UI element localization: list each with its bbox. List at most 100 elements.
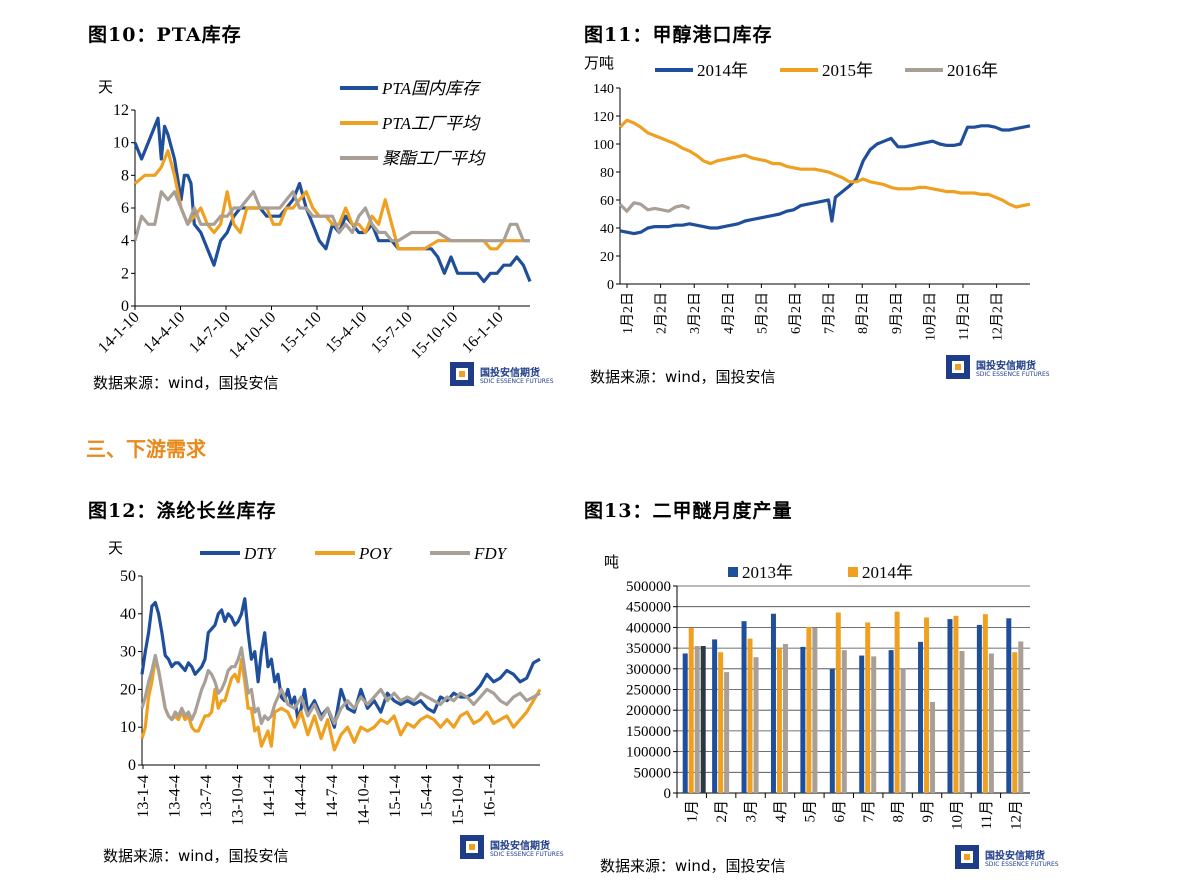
filament-x-tick-label: 13-7-4 xyxy=(198,775,215,818)
dme-bar xyxy=(959,650,965,793)
filament-series-line xyxy=(140,657,542,752)
pta-y-tick-label: 8 xyxy=(121,167,129,184)
dme-y-tick-label: 350000 xyxy=(626,641,671,657)
filament-x-tick-label: 16-1-4 xyxy=(482,775,499,818)
dme-bar xyxy=(700,646,706,793)
fig10-title: 图10：PTA库存 xyxy=(88,24,242,46)
methanol-legend-label: 2016年 xyxy=(947,61,998,80)
sdic-logo: 国投安信期货 SDIC ESSENCE FUTURES xyxy=(946,355,1066,383)
methanol-series-line xyxy=(619,124,1031,236)
dme-y-tick-label: 300000 xyxy=(626,662,671,678)
dme-y-tick-label: 0 xyxy=(664,786,672,802)
dme-bar xyxy=(1006,618,1012,793)
dme-x-tick-label: 10月 xyxy=(949,800,965,830)
methanol-x-tick-label: 5月2日 xyxy=(754,292,770,334)
filament-y-tick-label: 10 xyxy=(120,719,136,736)
dme-y-tick-label: 200000 xyxy=(626,703,671,719)
dme-legend-label: 2014年 xyxy=(862,563,913,582)
dme-y-tick-label: 400000 xyxy=(626,620,671,636)
dme-bar xyxy=(988,653,994,793)
sdic-logo: 国投安信期货 SDIC ESSENCE FUTURES xyxy=(955,845,1075,873)
filament-legend-label: FDY xyxy=(473,544,508,563)
methanol-y-tick-label: 20 xyxy=(600,250,614,265)
pta-legend-label: PTA国内库存 xyxy=(381,79,481,98)
sdic-logo: 国投安信期货 SDIC ESSENCE FUTURES xyxy=(460,835,580,863)
filament-x-tick-label: 14-7-4 xyxy=(324,775,341,818)
dme-x-tick-label: 11月 xyxy=(979,800,995,829)
logo-name: 国投安信期货 xyxy=(985,851,1045,862)
dme-bar xyxy=(930,701,936,793)
fig12-source: 数据来源：wind，国投安信 xyxy=(103,847,289,865)
dme-legend-swatch xyxy=(848,567,858,577)
methanol-x-tick-label: 2月2日 xyxy=(654,292,670,334)
dme-x-tick-label: 12月 xyxy=(1008,800,1024,830)
dme-legend-swatch xyxy=(728,567,738,577)
pta-legend-label: PTA工厂平均 xyxy=(381,114,481,133)
logo-sub: SDIC ESSENCE FUTURES xyxy=(976,371,1050,378)
dme-bar xyxy=(982,614,988,793)
dme-bar xyxy=(871,656,877,793)
methanol-x-tick-label: 10月2日 xyxy=(922,292,938,341)
dme-x-tick-label: 2月 xyxy=(714,800,730,823)
dme-x-tick-label: 8月 xyxy=(891,800,907,823)
sdic-logo-icon xyxy=(450,362,474,386)
methanol-y-tick-label: 80 xyxy=(600,166,614,181)
dme-x-tick-label: 5月 xyxy=(802,800,818,823)
dme-x-tick-label: 9月 xyxy=(920,800,936,823)
filament-x-tick-label: 14-10-4 xyxy=(356,775,373,826)
methanol-series-line xyxy=(618,118,1031,209)
dme-bar xyxy=(753,657,759,793)
filament-y-axis-label: 天 xyxy=(108,541,123,557)
pta-y-tick-label: 10 xyxy=(113,135,129,152)
methanol-x-tick-label: 6月2日 xyxy=(788,292,804,334)
filament-x-tick-label: 14-4-4 xyxy=(293,775,310,818)
filament-x-tick-label: 13-1-4 xyxy=(135,775,152,818)
logo-name: 国投安信期货 xyxy=(976,361,1036,372)
fig11-source: 数据来源：wind，国投安信 xyxy=(590,368,776,386)
dme-bar xyxy=(1018,641,1024,793)
sdic-logo: 国投安信期货 SDIC ESSENCE FUTURES xyxy=(450,362,570,390)
filament-x-tick-label: 15-4-4 xyxy=(419,775,436,818)
dme-bar xyxy=(694,646,700,793)
dme-bar xyxy=(900,668,906,793)
pta-y-tick-label: 12 xyxy=(113,102,129,119)
pta-series-line xyxy=(133,116,532,284)
pta-y-tick-label: 4 xyxy=(121,233,129,250)
dme-x-tick-label: 6月 xyxy=(832,800,848,823)
methanol-x-tick-label: 8月2日 xyxy=(855,292,871,334)
methanol-series-line xyxy=(618,201,691,213)
methanol-x-tick-label: 4月2日 xyxy=(721,292,737,334)
dme-bar xyxy=(835,612,841,793)
dme-bar xyxy=(859,655,865,793)
filament-series-line xyxy=(140,646,541,726)
methanol-legend-label: 2014年 xyxy=(697,61,748,80)
filament-y-tick-label: 20 xyxy=(120,681,136,698)
dme-y-tick-label: 50000 xyxy=(634,765,672,781)
methanol-x-tick-label: 1月2日 xyxy=(620,292,636,334)
dme-bar xyxy=(918,641,924,793)
dme-bar xyxy=(747,638,753,793)
filament-y-tick-label: 0 xyxy=(128,757,136,774)
logo-sub: SDIC ESSENCE FUTURES xyxy=(490,851,564,858)
dme-bar xyxy=(888,650,894,793)
dme-bar xyxy=(829,668,835,793)
dme-bar xyxy=(741,621,747,793)
fig13-title: 图13：二甲醚月度产量 xyxy=(584,500,793,522)
dme-y-tick-label: 250000 xyxy=(626,683,671,699)
methanol-y-tick-label: 100 xyxy=(593,138,614,153)
methanol-y-tick-label: 60 xyxy=(600,194,614,209)
methanol-y-tick-label: 120 xyxy=(593,110,614,125)
methanol-y-tick-label: 140 xyxy=(593,82,614,97)
methanol-x-tick-label: 7月2日 xyxy=(822,292,838,334)
filament-x-tick-label: 15-1-4 xyxy=(387,775,404,818)
dme-bar xyxy=(865,622,871,793)
pta-y-tick-label: 6 xyxy=(121,200,129,217)
dme-bar xyxy=(770,613,776,793)
filament-x-tick-label: 13-4-4 xyxy=(167,775,184,818)
filament-x-tick-label: 13-10-4 xyxy=(230,775,247,826)
dme-bar xyxy=(841,650,847,793)
dme-bar xyxy=(718,652,724,793)
methanol-x-tick-label: 3月2日 xyxy=(687,292,703,334)
